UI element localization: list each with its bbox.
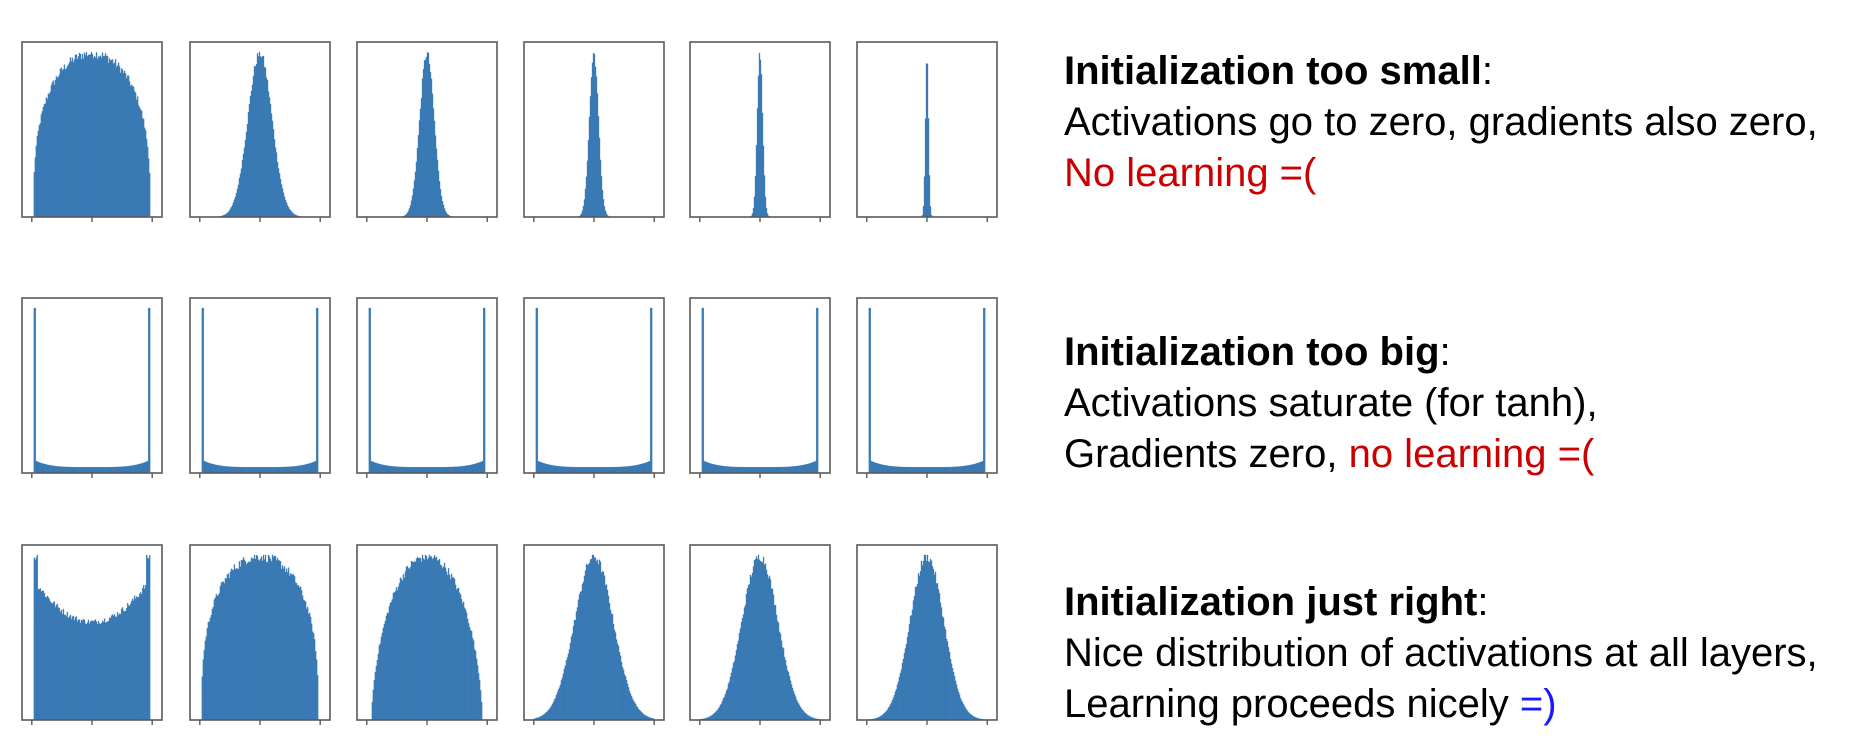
heading-colon: : xyxy=(1481,49,1493,93)
heading-too-small: Initialization too small xyxy=(1064,49,1482,93)
histogram-bars xyxy=(868,63,986,218)
just-right-line1: Nice distribution of activations at all … xyxy=(1064,631,1818,675)
too-small-line2: No learning =( xyxy=(1064,151,1317,195)
too-big-line1: Activations saturate (for tanh), xyxy=(1064,381,1598,425)
histogram-panel xyxy=(21,41,163,222)
too-big-line2: Gradients zero, no learning =( xyxy=(1064,429,1598,480)
histogram-bars xyxy=(33,554,151,721)
histogram-bars xyxy=(199,51,321,218)
annotation-too-big: Initialization too big: Activations satu… xyxy=(1064,327,1598,480)
panel-frame xyxy=(21,297,163,474)
histogram-bars xyxy=(201,307,319,474)
histogram-bars xyxy=(868,307,986,474)
histogram-bars xyxy=(33,51,151,218)
histogram-panel xyxy=(523,544,665,725)
panel-frame xyxy=(856,297,998,474)
histogram-bars xyxy=(701,307,819,474)
histogram-row-too_small xyxy=(21,41,998,222)
histogram-panel xyxy=(856,41,998,222)
histogram-panel xyxy=(523,41,665,222)
histogram-bars xyxy=(699,52,821,218)
histogram-bars xyxy=(533,554,655,721)
histogram-panel xyxy=(689,544,831,725)
heading-colon: : xyxy=(1477,580,1489,624)
panel-frame xyxy=(189,297,331,474)
heading-too-big: Initialization too big xyxy=(1064,330,1440,374)
histogram-bars xyxy=(201,554,319,721)
histogram-bars xyxy=(535,307,653,474)
histogram-panel xyxy=(689,41,831,222)
panel-frame xyxy=(689,297,831,474)
histogram-panel xyxy=(189,41,331,222)
annotation-too-small: Initialization too small: Activations go… xyxy=(1064,46,1818,199)
histogram-bars xyxy=(699,554,821,721)
histogram-row-too_big xyxy=(21,297,998,478)
just-right-line2-prefix: Learning proceeds nicely xyxy=(1064,682,1520,726)
just-right-line2: Learning proceeds nicely =) xyxy=(1064,679,1818,730)
histogram-bars xyxy=(533,53,655,218)
histogram-bars xyxy=(366,52,488,218)
just-right-line2-blue: =) xyxy=(1519,682,1557,726)
too-big-line2-red: no learning =( xyxy=(1348,432,1595,476)
histogram-bars xyxy=(866,554,988,721)
histogram-panel xyxy=(856,297,998,478)
heading-colon: : xyxy=(1439,330,1451,374)
histogram-panel xyxy=(689,297,831,478)
histogram-panel xyxy=(21,544,163,725)
histogram-panel xyxy=(189,544,331,725)
too-small-line1: Activations go to zero, gradients also z… xyxy=(1064,100,1818,144)
heading-just-right: Initialization just right xyxy=(1064,580,1478,624)
histogram-panel xyxy=(856,544,998,725)
histogram-bars xyxy=(33,307,151,474)
histogram-panel xyxy=(356,41,498,222)
histogram-bars xyxy=(371,554,483,721)
histogram-grid xyxy=(21,41,998,725)
histogram-panel xyxy=(523,297,665,478)
panel-frame xyxy=(523,297,665,474)
histogram-panel xyxy=(356,544,498,725)
annotation-just-right: Initialization just right: Nice distribu… xyxy=(1064,577,1818,730)
too-big-line2-prefix: Gradients zero, xyxy=(1064,432,1349,476)
panel-frame xyxy=(356,297,498,474)
histogram-panel xyxy=(21,297,163,478)
histogram-panel xyxy=(189,297,331,478)
histogram-panel xyxy=(356,297,498,478)
histogram-row-just_right xyxy=(21,544,998,725)
histogram-bars xyxy=(368,307,486,474)
